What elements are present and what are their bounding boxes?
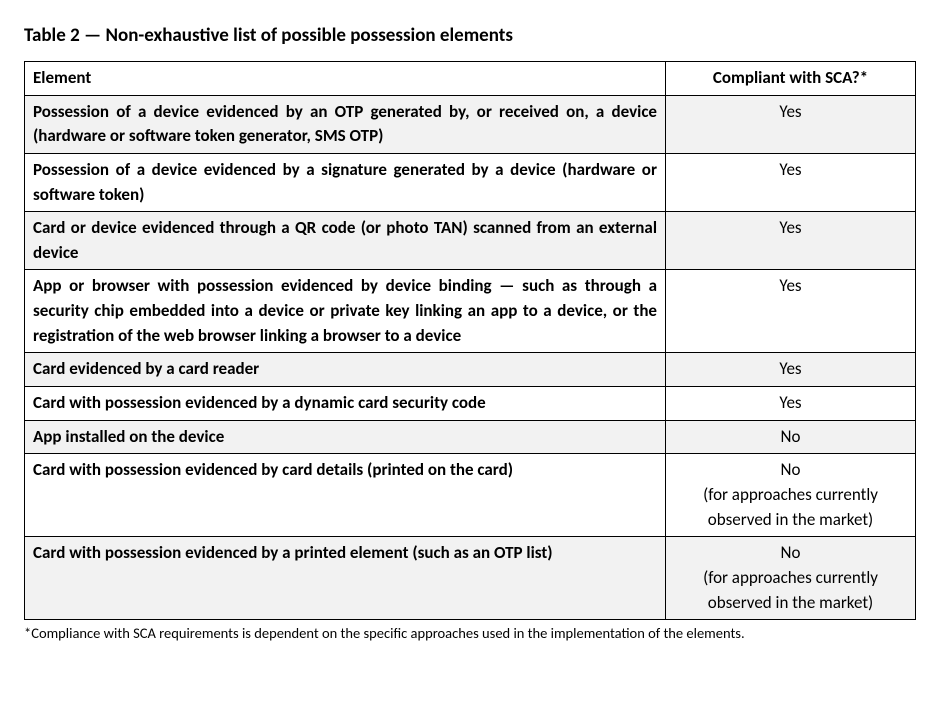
compliant-cell: Yes bbox=[666, 387, 916, 421]
compliant-value: No bbox=[781, 542, 801, 563]
compliant-cell: Yes bbox=[666, 95, 916, 153]
compliant-cell: Yes bbox=[666, 212, 916, 270]
element-cell: App installed on the device bbox=[25, 420, 666, 454]
element-cell: Card with possession evidenced by a prin… bbox=[25, 537, 666, 620]
compliant-cell: Yes bbox=[666, 270, 916, 353]
element-cell: Possession of a device evidenced by an O… bbox=[25, 95, 666, 153]
compliant-value: No bbox=[781, 426, 801, 447]
compliant-value: No bbox=[781, 459, 801, 480]
table-row: App or browser with possession evidenced… bbox=[25, 270, 916, 353]
compliant-value: Yes bbox=[779, 217, 801, 238]
possession-elements-table: Element Compliant with SCA?* Possession … bbox=[24, 61, 916, 620]
element-cell: Card with possession evidenced by a dyna… bbox=[25, 387, 666, 421]
footnote: *Compliance with SCA requirements is dep… bbox=[24, 624, 916, 642]
compliant-cell: No (for approaches currently observed in … bbox=[666, 454, 916, 537]
compliant-value: Yes bbox=[779, 275, 801, 296]
element-cell: Possession of a device evidenced by a si… bbox=[25, 153, 666, 211]
compliant-cell: Yes bbox=[666, 353, 916, 387]
element-cell: Card evidenced by a card reader bbox=[25, 353, 666, 387]
table-row: Card or device evidenced through a QR co… bbox=[25, 212, 916, 270]
element-cell: Card with possession evidenced by card d… bbox=[25, 454, 666, 537]
header-compliant: Compliant with SCA?* bbox=[666, 62, 916, 96]
element-cell: Card or device evidenced through a QR co… bbox=[25, 212, 666, 270]
compliant-cell: Yes bbox=[666, 153, 916, 211]
compliant-cell: No (for approaches currently observed in … bbox=[666, 537, 916, 620]
element-cell: App or browser with possession evidenced… bbox=[25, 270, 666, 353]
table-row: Card with possession evidenced by a prin… bbox=[25, 537, 916, 620]
table-row: Possession of a device evidenced by an O… bbox=[25, 95, 916, 153]
compliant-value: Yes bbox=[779, 159, 801, 180]
table-body: Possession of a device evidenced by an O… bbox=[25, 95, 916, 620]
compliant-subtext: (for approaches currently observed in th… bbox=[674, 566, 907, 615]
compliant-value: Yes bbox=[779, 101, 801, 122]
table-row: Card with possession evidenced by a dyna… bbox=[25, 387, 916, 421]
header-element: Element bbox=[25, 62, 666, 96]
table-row: App installed on the device No bbox=[25, 420, 916, 454]
table-header-row: Element Compliant with SCA?* bbox=[25, 62, 916, 96]
compliant-value: Yes bbox=[779, 392, 801, 413]
table-row: Card with possession evidenced by card d… bbox=[25, 454, 916, 537]
compliant-subtext: (for approaches currently observed in th… bbox=[674, 483, 907, 532]
table-row: Possession of a device evidenced by a si… bbox=[25, 153, 916, 211]
table-title: Table 2 — Non-exhaustive list of possibl… bbox=[24, 24, 916, 47]
table-row: Card evidenced by a card reader Yes bbox=[25, 353, 916, 387]
compliant-cell: No bbox=[666, 420, 916, 454]
compliant-value: Yes bbox=[779, 358, 801, 379]
